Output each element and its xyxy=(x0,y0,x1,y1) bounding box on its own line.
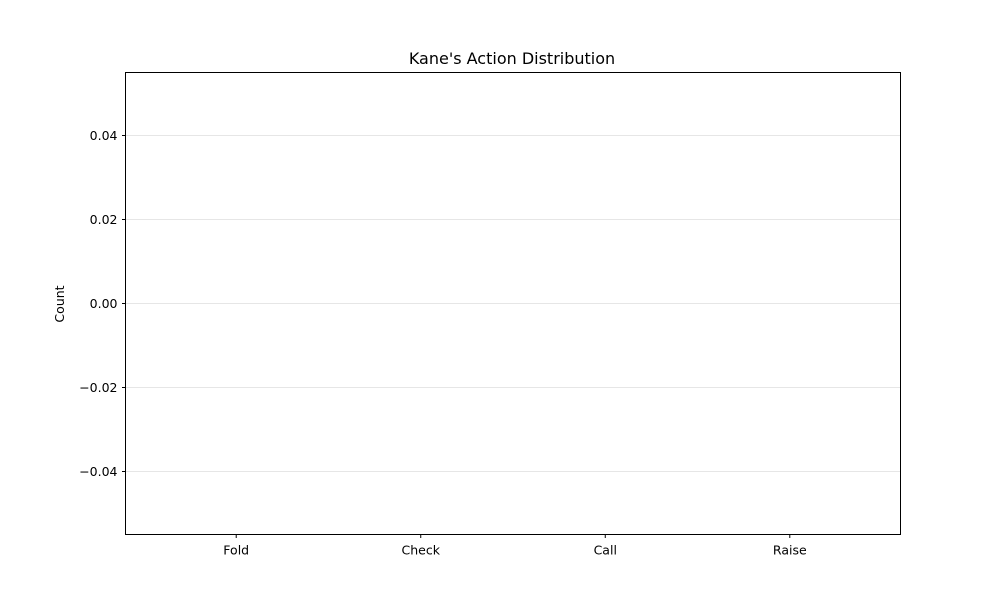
x-ticks: Fold Check Call Raise xyxy=(223,534,807,558)
y-tick-label: 0.04 xyxy=(90,128,118,143)
grid-lines xyxy=(125,135,901,472)
y-tick-label: −0.04 xyxy=(79,464,117,479)
y-tick-label: −0.02 xyxy=(79,380,117,395)
y-tick-label: 0.02 xyxy=(90,212,118,227)
y-ticks: −0.04 −0.02 0.00 0.02 0.04 xyxy=(79,128,126,479)
y-axis-label: Count xyxy=(52,285,67,322)
x-tick-label: Check xyxy=(402,543,441,558)
y-tick-label: 0.00 xyxy=(90,296,118,311)
x-tick-label: Fold xyxy=(223,543,249,558)
chart-title: Kane's Action Distribution xyxy=(409,49,615,68)
x-tick-label: Call xyxy=(594,543,617,558)
x-tick-label: Raise xyxy=(773,543,807,558)
